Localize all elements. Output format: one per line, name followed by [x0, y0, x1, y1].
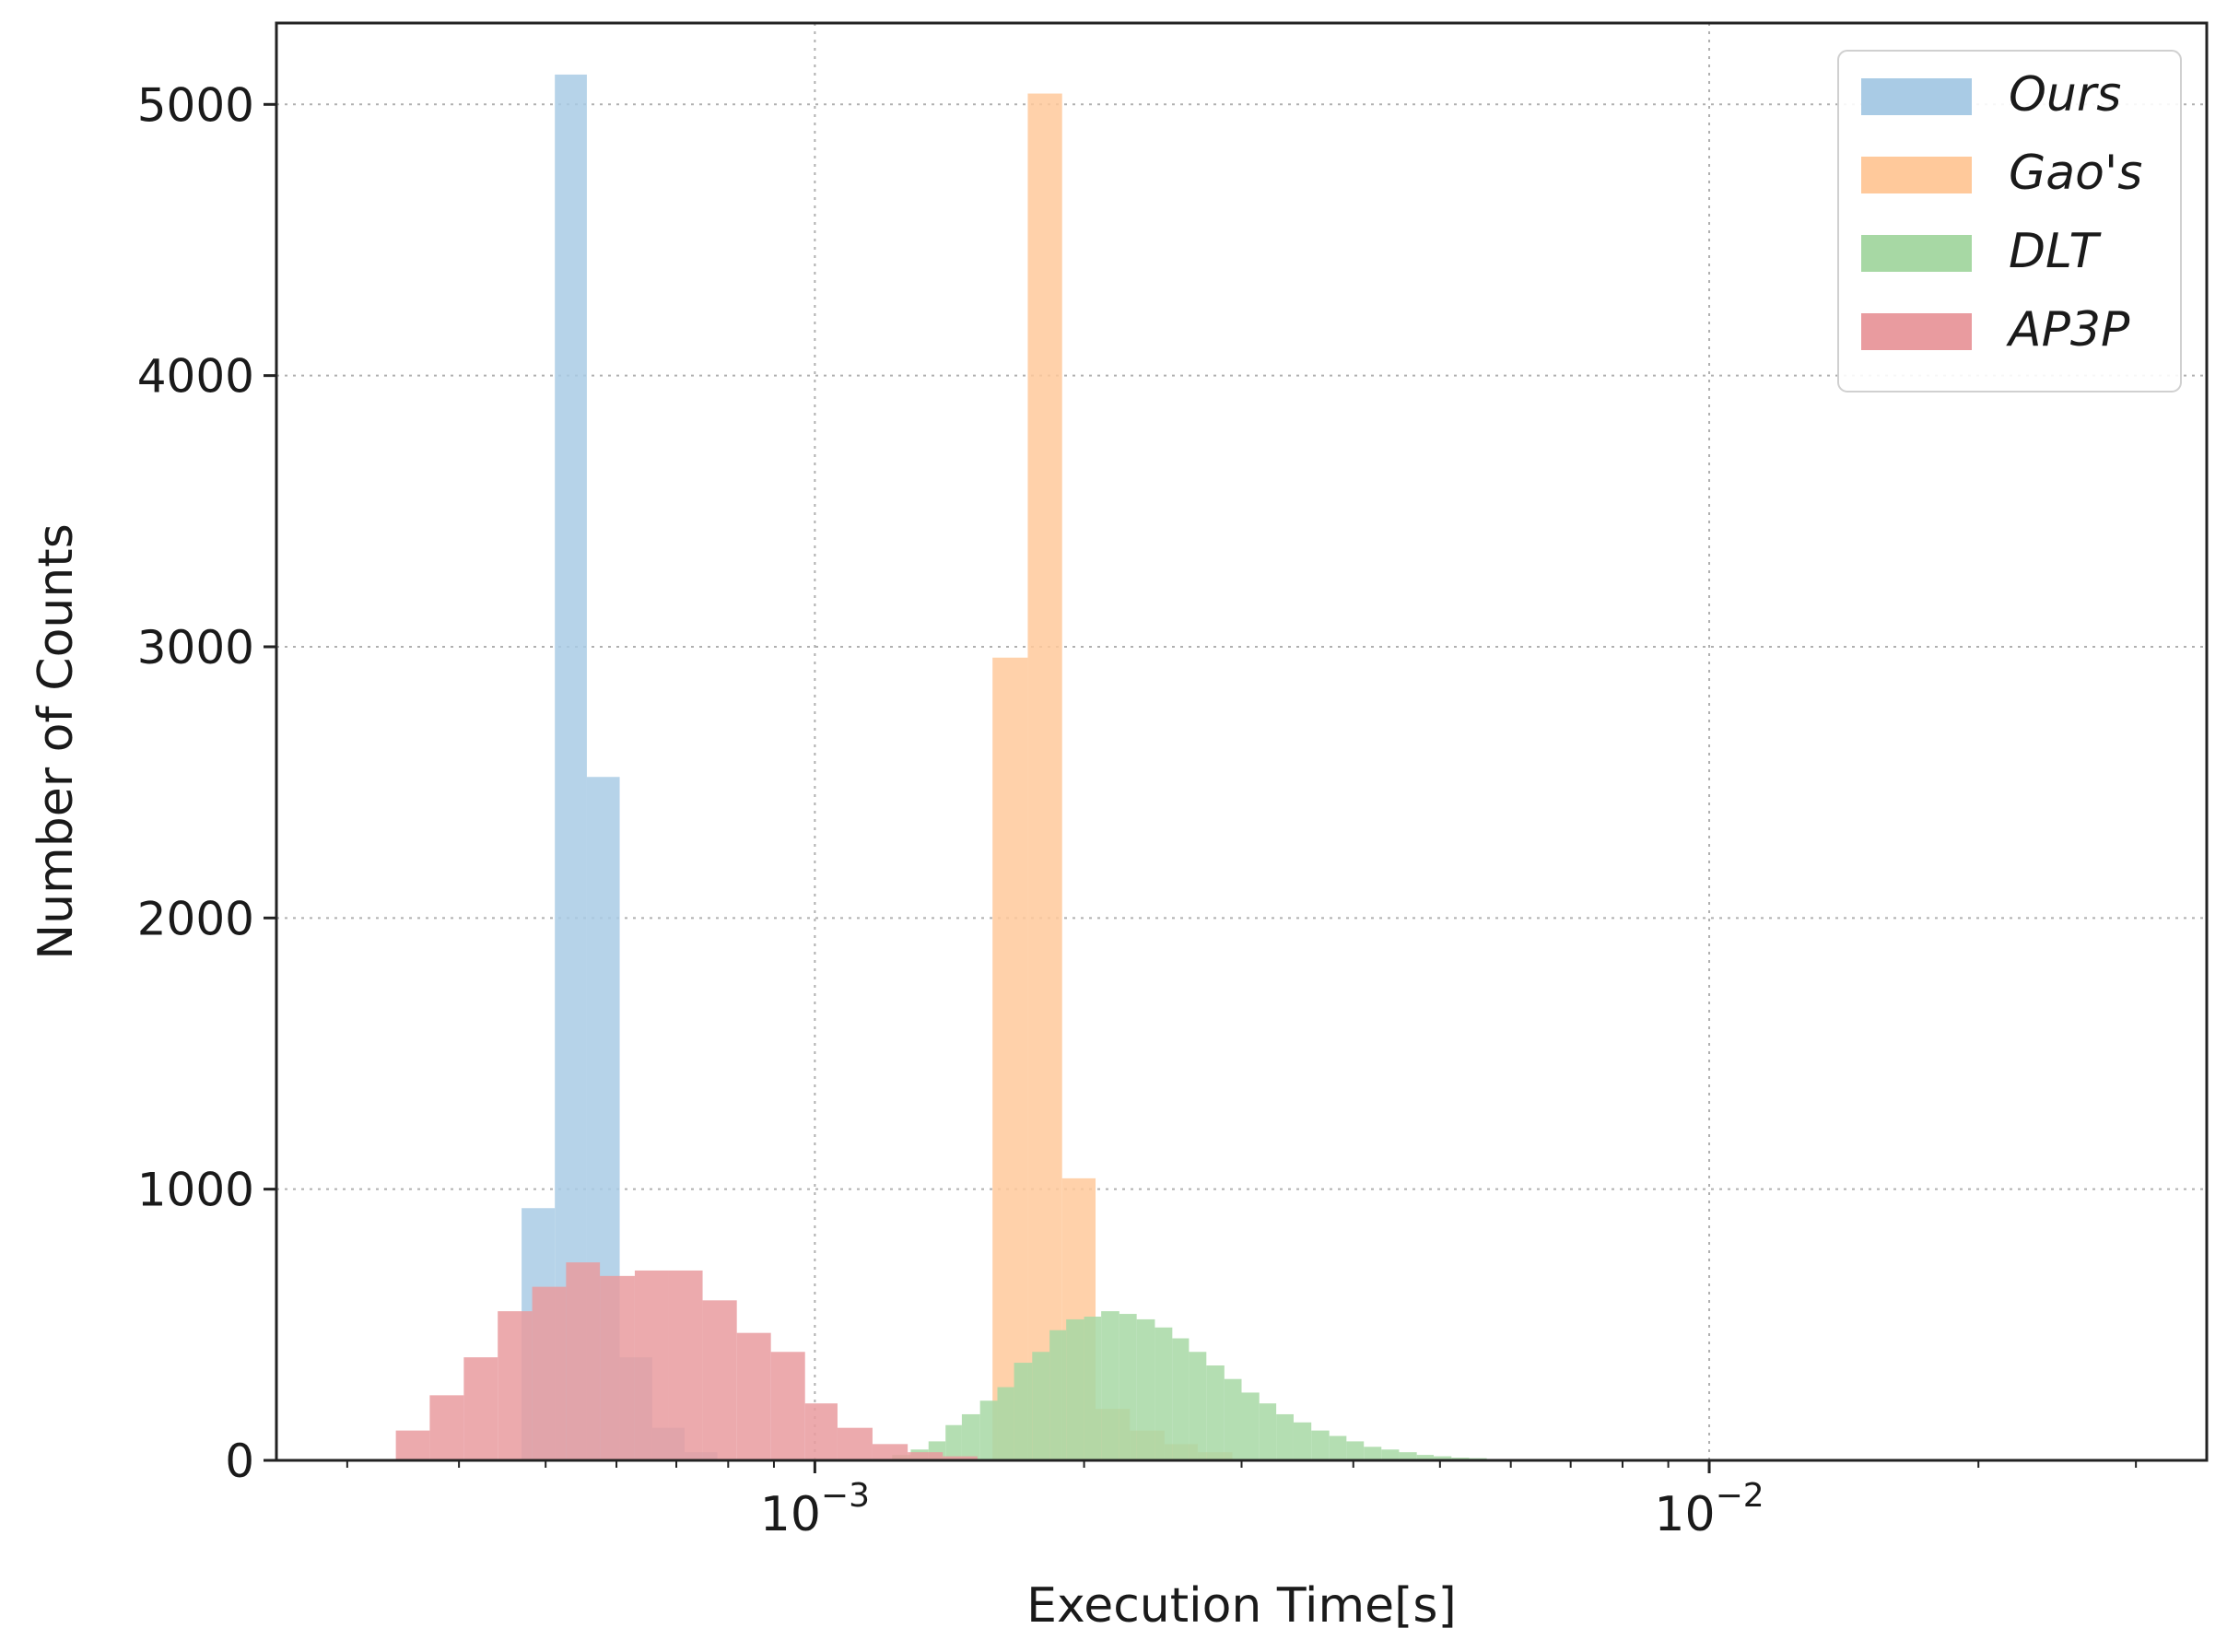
legend-swatch — [1861, 78, 1972, 115]
histogram-bar — [1119, 1314, 1137, 1460]
histogram-bar — [979, 1400, 998, 1460]
x-tick-label: 10−2 — [1654, 1477, 1764, 1542]
legend-swatch — [1861, 157, 1972, 193]
histogram-bar — [1416, 1455, 1435, 1460]
histogram-bar — [1014, 1363, 1033, 1460]
histogram-bar — [1027, 93, 1062, 1460]
legend: Ours Gao's DLT AP3P — [1837, 50, 2182, 392]
series-dlt — [892, 1311, 1505, 1460]
histogram-bar — [429, 1395, 464, 1460]
histogram-bar — [1136, 1318, 1155, 1460]
histogram-bar — [600, 1275, 635, 1460]
legend-swatch — [1861, 313, 1972, 350]
histogram-bar — [908, 1452, 944, 1460]
histogram-bar — [1155, 1327, 1173, 1460]
y-tick-label: 2000 — [137, 892, 254, 945]
histogram-bar — [872, 1444, 908, 1460]
legend-box — [1837, 50, 2182, 392]
y-tick-label: 1000 — [137, 1164, 254, 1217]
histogram-bar — [997, 1387, 1014, 1460]
series-gao-s — [992, 93, 1233, 1460]
y-tick-label: 3000 — [137, 621, 254, 674]
histogram-bar — [837, 1427, 873, 1460]
histogram-bar — [634, 1270, 669, 1460]
legend-swatch — [1861, 235, 1972, 272]
histogram-bar — [566, 1262, 601, 1460]
histogram-bar — [1346, 1441, 1365, 1460]
histogram-bar — [1364, 1447, 1382, 1460]
series-ours — [522, 74, 718, 1460]
histogram-bar — [1311, 1430, 1330, 1460]
histogram-bar — [1259, 1403, 1277, 1460]
histogram-bar — [804, 1403, 838, 1460]
legend-label: Ours — [2009, 67, 2121, 123]
histogram-bar — [1399, 1452, 1417, 1460]
histogram-bar — [770, 1352, 805, 1460]
legend-label: AP3P — [2006, 302, 2130, 357]
y-tick-label: 4000 — [137, 350, 254, 404]
histogram-bar — [702, 1300, 737, 1460]
histogram-bar — [1049, 1330, 1067, 1460]
histogram-bar — [1066, 1318, 1084, 1460]
y-axis-title: Number of Counts — [29, 523, 84, 960]
histogram-bar — [736, 1332, 771, 1460]
histogram-bars — [395, 74, 1505, 1460]
series-ap3p — [395, 1262, 978, 1460]
histogram-bar — [992, 657, 1028, 1460]
histogram-bar — [498, 1311, 533, 1460]
legend-label: Gao's — [2009, 146, 2142, 201]
histogram-bar — [555, 74, 587, 1460]
histogram-bar — [1434, 1456, 1452, 1460]
histogram-bar — [1241, 1392, 1260, 1460]
histogram-bar — [1101, 1311, 1119, 1460]
histogram-bar — [945, 1424, 962, 1460]
histogram-bar — [1172, 1338, 1190, 1460]
histogram-bar — [668, 1270, 703, 1460]
histogram-bar — [961, 1413, 980, 1460]
histogram-bar — [1276, 1413, 1294, 1460]
histogram-bar — [1224, 1378, 1242, 1460]
histogram-bar — [395, 1430, 430, 1460]
histogram-bar — [1206, 1365, 1225, 1460]
histogram-bar — [463, 1357, 498, 1460]
histogram-bar — [1189, 1352, 1207, 1460]
legend-label: DLT — [2009, 224, 2102, 279]
histogram-bar — [943, 1456, 978, 1460]
x-axis-title: Execution Time[s] — [1026, 1578, 1457, 1634]
histogram-bar — [1084, 1317, 1102, 1460]
histogram-bar — [1032, 1352, 1050, 1460]
histogram-bar — [1293, 1422, 1312, 1460]
histogram-bar — [532, 1286, 567, 1460]
y-tick-label: 5000 — [137, 78, 254, 132]
y-tick-label: 0 — [225, 1435, 254, 1488]
histogram-bar — [1381, 1449, 1400, 1460]
x-tick-label: 10−3 — [760, 1477, 870, 1542]
histogram-bar — [1329, 1435, 1347, 1460]
